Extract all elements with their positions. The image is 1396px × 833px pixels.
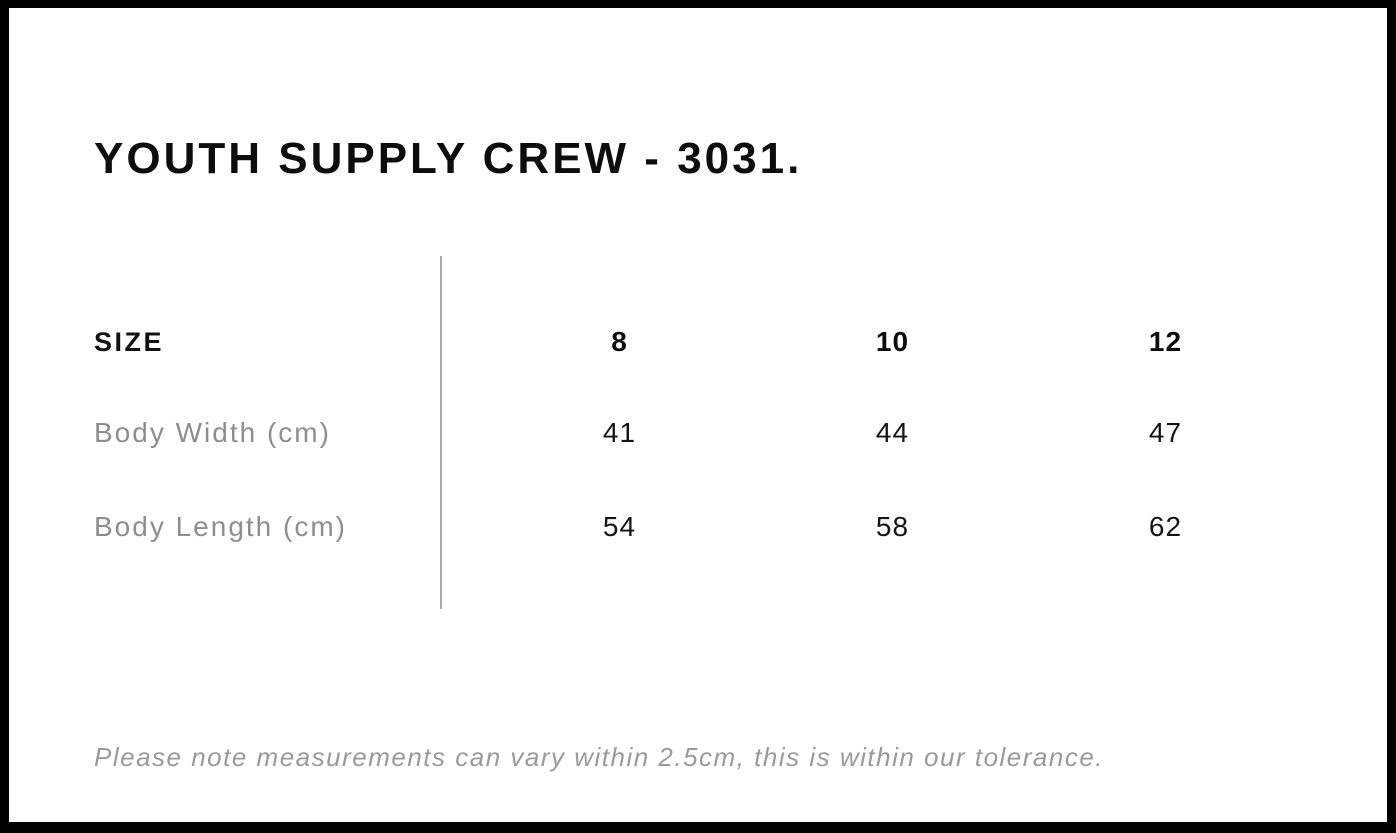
table-row-body-width: Body Width (cm) 41 44 47 [94, 417, 1302, 448]
page-title: YOUTH SUPPLY CREW - 3031. [94, 134, 803, 184]
row-label-body-width: Body Width (cm) [94, 417, 331, 448]
size-column-header: 10 [875, 326, 910, 357]
table-column-divider [440, 256, 442, 609]
tolerance-note: Please note measurements can vary within… [94, 742, 1105, 772]
size-column-header: 12 [1148, 326, 1183, 357]
body-width-value: 47 [1148, 417, 1183, 448]
size-column-header: 8 [611, 326, 628, 357]
body-length-value: 54 [602, 511, 637, 542]
row-label-body-length: Body Length (cm) [94, 511, 347, 542]
table-row-body-length: Body Length (cm) 54 58 62 [94, 511, 1302, 542]
size-header-label: SIZE [94, 326, 165, 357]
body-width-value: 41 [602, 417, 637, 448]
size-header-row: SIZE 8 10 12 [94, 326, 1302, 357]
body-length-value: 58 [875, 511, 910, 542]
body-length-value: 62 [1148, 511, 1183, 542]
body-width-value: 44 [875, 417, 910, 448]
